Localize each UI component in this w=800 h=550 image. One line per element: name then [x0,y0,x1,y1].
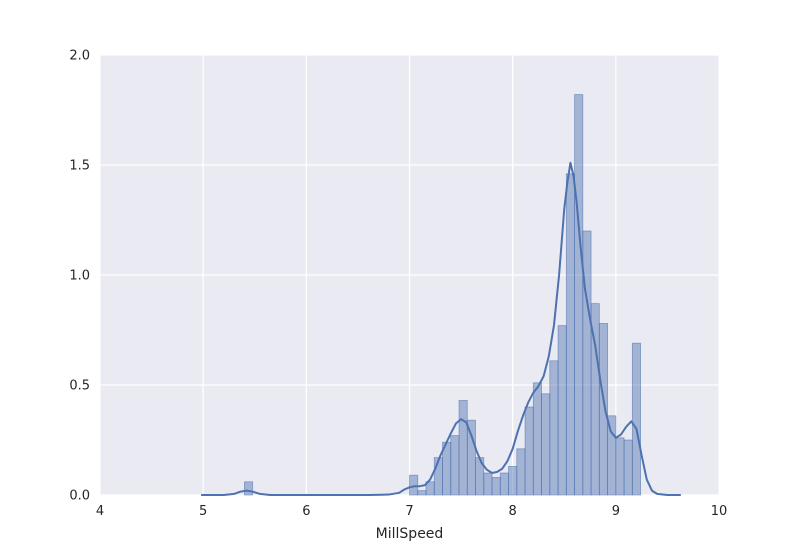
histogram-bar [565,173,575,496]
y-tick-label: 1.5 [69,159,90,174]
kde-curve [201,161,681,496]
x-tick-label: 5 [199,504,207,519]
x-tick-labels: 4 5 6 7 8 9 10 [96,504,727,519]
x-tick-label: 9 [612,504,620,519]
histogram-bar [623,439,633,496]
histogram-bar [450,435,460,496]
x-tick-label: 6 [302,504,310,519]
histogram-bar [615,437,625,496]
histogram-bar [458,399,468,496]
histogram-bar [574,94,584,496]
x-axis-label: MillSpeed [376,526,444,542]
histogram-bar [244,481,254,496]
y-tick-label: 0.5 [69,379,90,394]
x-tick-label: 10 [711,504,728,519]
y-tick-label: 2.0 [69,49,90,64]
histogram-bar [631,342,641,496]
histogram-bar [516,448,526,496]
y-tick-label: 0.0 [69,489,90,504]
x-tick-label: 7 [405,504,413,519]
histogram-bar [532,382,542,496]
x-tick-label: 8 [509,504,517,519]
histogram-bar [524,406,534,496]
histogram-bars [244,94,641,496]
histogram-bar [491,476,501,496]
y-tick-label: 1.0 [69,269,90,284]
histogram-bar [417,490,427,496]
histogram-bar [409,474,419,496]
histogram-bar [508,465,518,496]
histogram-bar [541,393,551,496]
x-tick-label: 4 [96,504,104,519]
y-tick-labels: 0.0 0.5 1.0 1.5 2.0 [69,49,90,504]
histogram-bar [499,472,509,496]
histogram-bar [582,230,592,496]
histogram-bar [598,322,608,496]
histogram-bar [557,325,567,496]
histogram-bar [483,472,493,496]
histogram-bar [549,360,559,496]
histogram-bar [466,419,476,496]
